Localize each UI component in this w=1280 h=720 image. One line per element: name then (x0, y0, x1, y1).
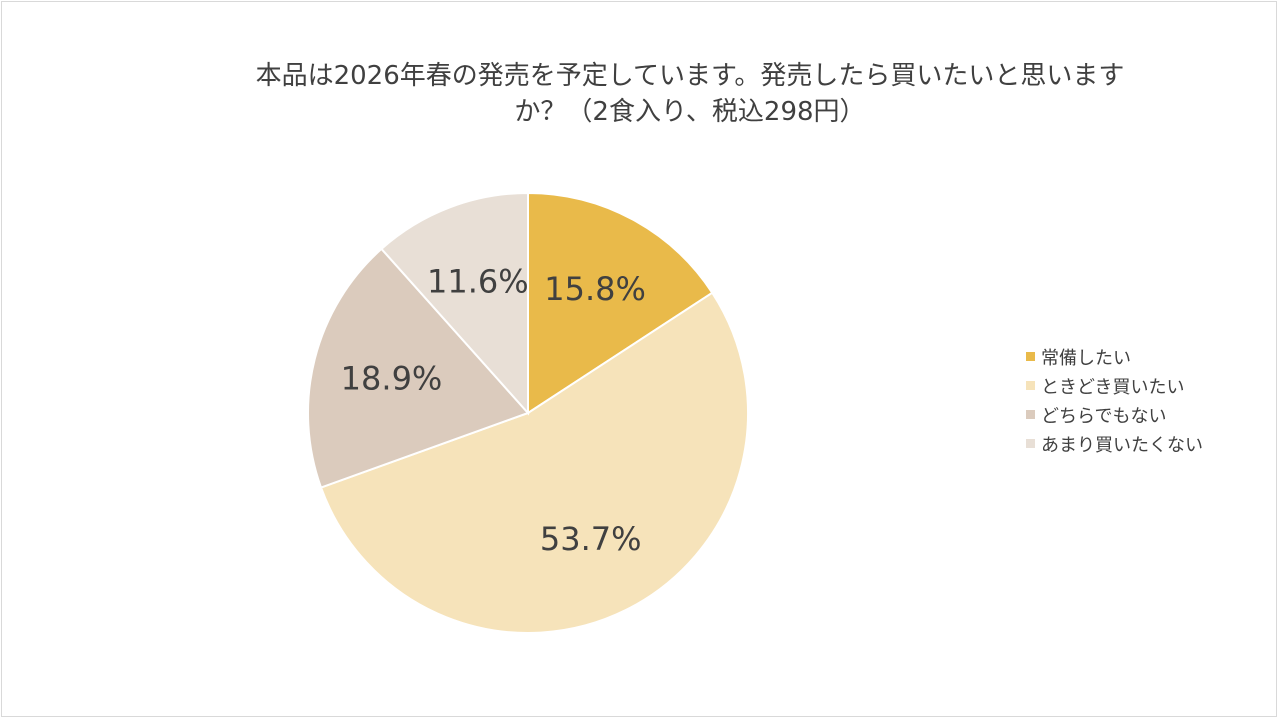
legend-swatch-3 (1026, 410, 1035, 419)
chart-title: 本品は2026年春の発売を予定しています。発売したら買いたいと思います か？（2… (200, 58, 1180, 130)
pie-slice-label-4: 11.6% (427, 262, 529, 300)
legend-swatch-4 (1026, 439, 1035, 448)
pie-slice-3 (307, 247, 530, 489)
legend-item-2: ときどき買いたい (1026, 371, 1203, 400)
legend-item-1: 常備したい (1026, 342, 1203, 371)
pie-slice-label-3: 18.9% (341, 359, 443, 397)
legend-label-4: あまり買いたくない (1041, 434, 1203, 456)
legend-swatch-2 (1026, 381, 1035, 390)
pie-slice-1 (527, 191, 714, 415)
chart-title-line-2: か？（2食入り、税込298円） (514, 97, 866, 127)
pie-slice-label-1: 15.8% (544, 270, 646, 308)
pie-slice-2 (319, 291, 749, 634)
chart-legend: 常備したいときどき買いたい どちらでもないあまり買いたくない (1026, 342, 1203, 458)
legend-label-3: どちらでもない (1041, 405, 1167, 427)
legend-item-4: あまり買いたくない (1026, 429, 1203, 458)
pie-slice-4 (380, 191, 529, 416)
legend-swatch-1 (1026, 352, 1035, 361)
legend-label-2: ときどき買いたい (1041, 376, 1185, 398)
chart-title-line-1: 本品は2026年春の発売を予定しています。発売したら買いたいと思います (255, 61, 1125, 91)
legend-item-3: どちらでもない (1026, 400, 1203, 429)
pie-slice-label-2: 53.7% (540, 520, 642, 558)
legend-label-1: 常備したい (1041, 347, 1131, 369)
